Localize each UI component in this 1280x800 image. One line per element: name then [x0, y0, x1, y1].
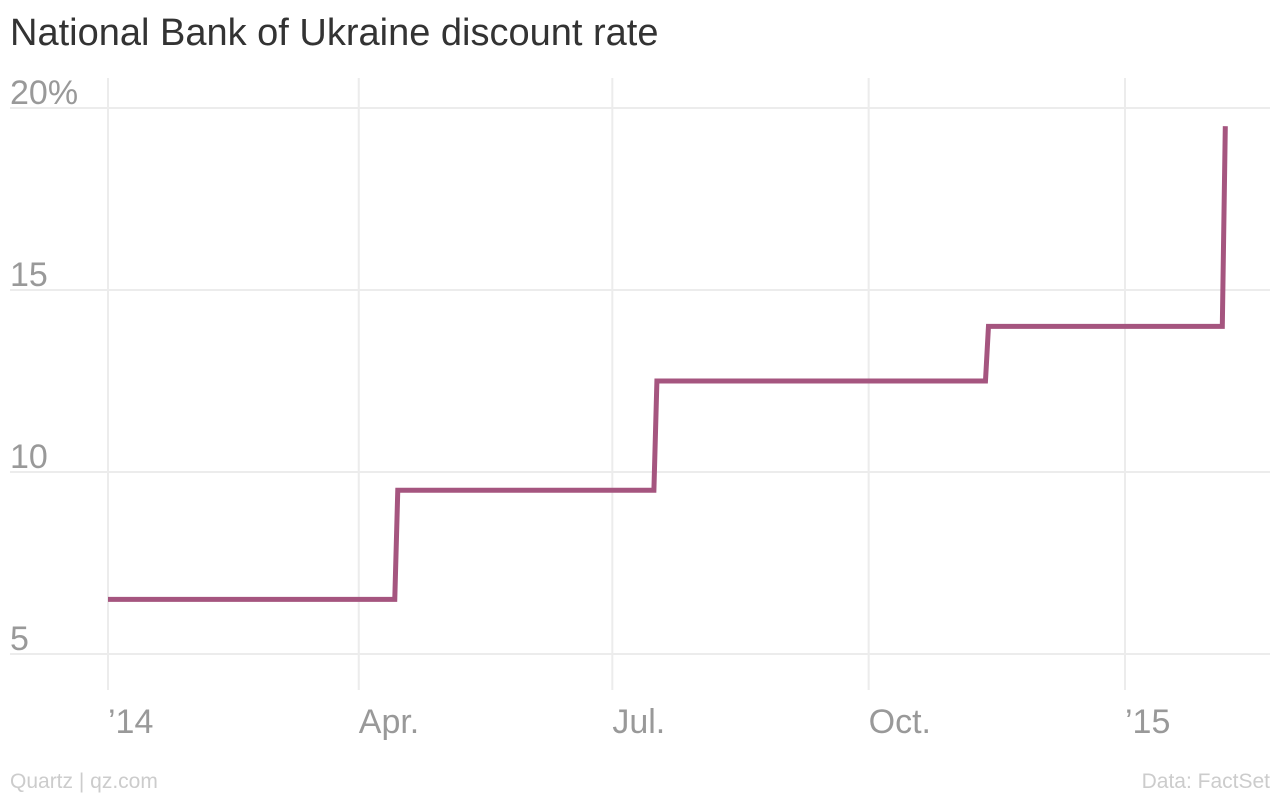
x-tick-label: Apr. [359, 703, 419, 741]
y-tick-label: 5 [10, 620, 29, 658]
series-line [108, 126, 1228, 602]
x-tick-label: ’14 [108, 703, 153, 741]
y-tick-label: 10 [10, 438, 48, 476]
grid [10, 78, 1270, 690]
source-label: Data: FactSet [1141, 770, 1270, 793]
x-tick-label: Oct. [869, 703, 931, 741]
x-tick-label: Jul. [612, 703, 665, 741]
credit-label: Quartz | qz.com [10, 770, 158, 793]
chart-title: National Bank of Ukraine discount rate [10, 12, 659, 54]
x-axis: ’14 Apr. Jul. Oct. ’15 [108, 703, 1170, 741]
y-tick-label: 15 [10, 256, 48, 294]
y-tick-label: 20% [10, 74, 78, 112]
y-axis: 5 10 15 20% [10, 74, 78, 658]
x-tick-label: ’15 [1125, 703, 1170, 741]
series-group [108, 126, 1228, 602]
